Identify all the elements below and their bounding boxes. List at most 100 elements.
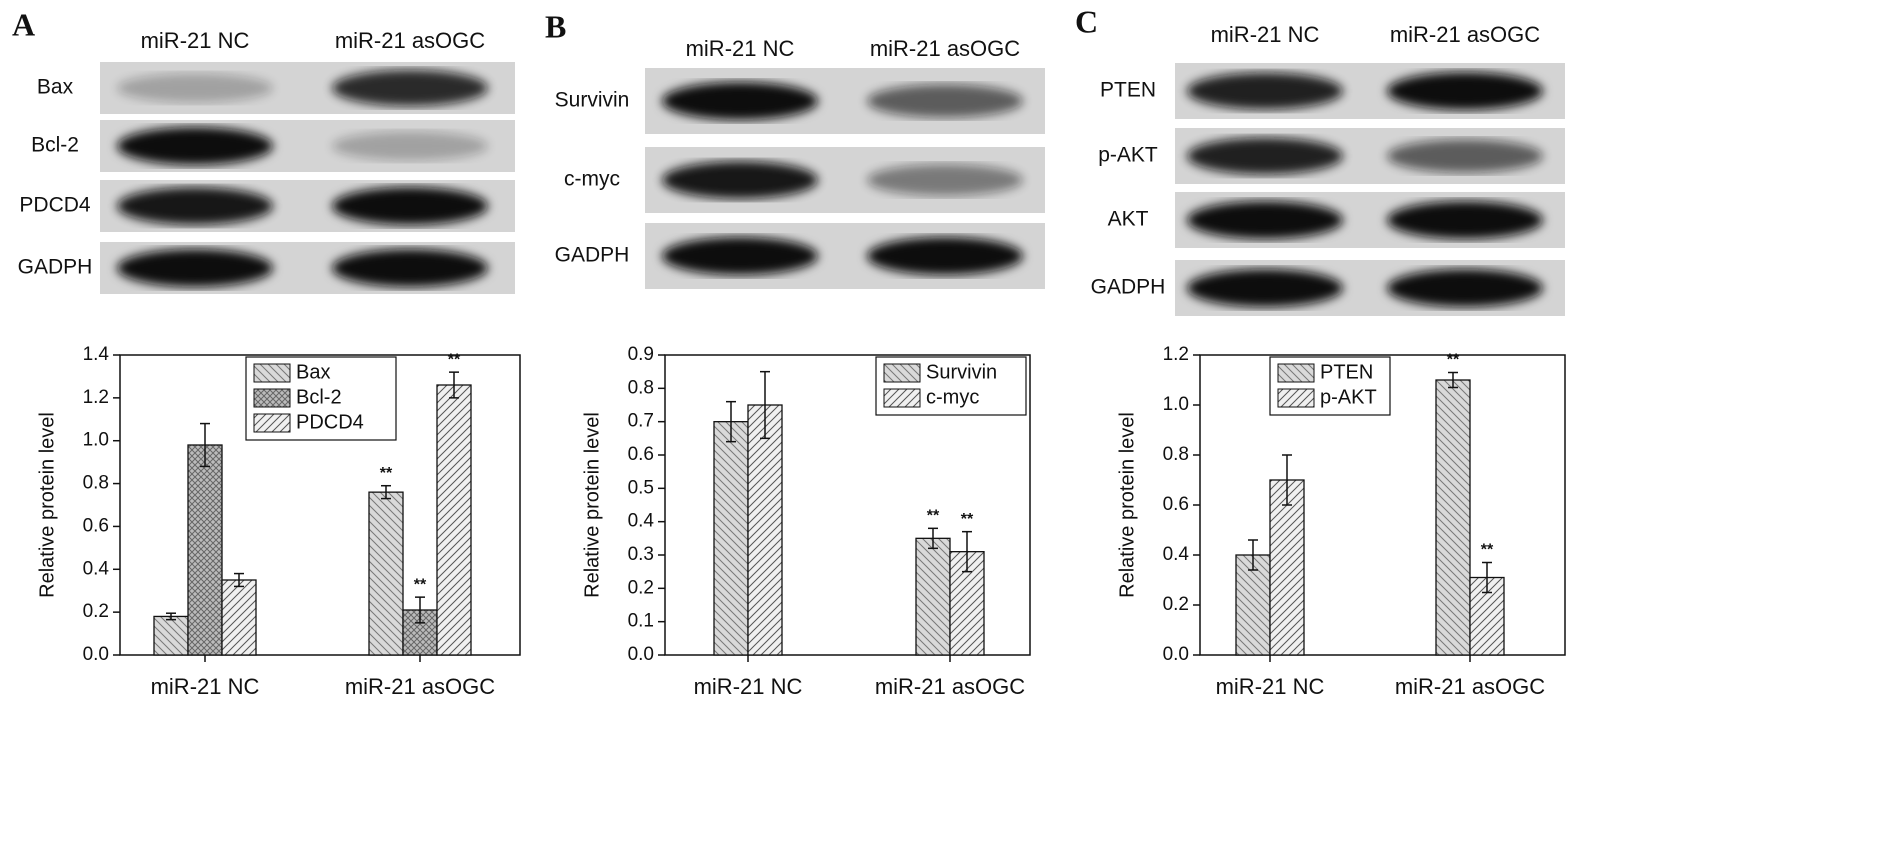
error-bar [726,400,736,443]
y-tick-label: 0.8 [628,377,654,398]
y-tick-label: 0.4 [1163,544,1190,565]
blot-band [867,164,1023,196]
blot-column-label: miR-21 NC [686,36,795,61]
y-axis-label: Relative protein level [581,412,603,598]
bar [1435,379,1471,656]
legend-swatch [883,363,921,383]
blot-band [662,237,818,275]
significance-mark: ** [1481,542,1494,559]
bar [1235,554,1271,656]
error-bar [962,530,972,573]
bar [153,615,189,656]
blot-row-label: GADPH [555,244,630,267]
error-bar [200,422,210,468]
legend-label: c-myc [926,386,979,408]
y-tick-label: 0.0 [83,644,109,665]
bar [368,491,404,656]
blot-band [117,187,273,225]
y-tick-label: 0.9 [628,344,654,365]
error-bar [1482,561,1492,594]
blot-row-label: AKT [1108,208,1149,231]
blot-band [1387,72,1543,110]
y-tick-label: 0.2 [1163,594,1189,615]
y-tick-label: 0.6 [83,515,109,536]
y-tick-label: 0.7 [628,411,654,432]
y-tick-label: 0.0 [1163,644,1189,665]
blot-band [867,237,1023,275]
x-tick-label: miR-21 asOGC [345,674,495,699]
bar [187,444,223,656]
x-tick-label: miR-21 NC [694,674,803,699]
x-tick-label: miR-21 asOGC [875,674,1025,699]
blot-row-label: PDCD4 [19,194,91,217]
bar [713,421,749,656]
significance-mark: ** [961,511,974,528]
blot-band [117,249,273,287]
blot-column-label: miR-21 NC [1211,22,1320,47]
blot-band [1187,201,1343,239]
legend-label: PTEN [1320,361,1373,383]
legend-label: Bcl-2 [296,386,342,408]
blot-band [332,69,488,107]
panel-letter: C [1075,3,1098,39]
bar [221,579,257,656]
y-tick-label: 0.0 [628,644,654,665]
bar [747,404,783,656]
plot-frame [664,354,1031,656]
panel-letter: B [545,8,566,44]
legend-swatch [253,363,291,383]
blot-band [1187,269,1343,307]
blot-band [1187,137,1343,175]
blot-band [867,84,1023,118]
panel-letter: A [12,6,35,42]
error-bar [1248,539,1258,571]
y-axis-label: Relative protein level [36,412,58,598]
significance-mark: ** [927,508,940,525]
error-bar [1282,454,1292,506]
y-tick-label: 0.6 [628,444,654,465]
legend-swatch [253,413,291,433]
error-bar [166,612,176,621]
legend-label: Bax [296,361,330,383]
blot-row-label: Survivin [555,89,630,112]
bar [436,384,472,656]
blot-band [117,73,273,103]
y-tick-label: 0.5 [628,477,654,498]
blot-row-label: p-AKT [1098,144,1158,167]
significance-mark: ** [380,465,393,482]
legend-label: Survivin [926,361,997,383]
y-tick-label: 0.2 [83,601,109,622]
blot-band [332,131,488,161]
blot-band [662,161,818,199]
y-tick-label: 0.1 [628,611,654,632]
significance-mark: ** [448,351,461,368]
blot-band [662,82,818,120]
error-bar [415,596,425,624]
blot-band [1387,201,1543,239]
y-axis-label: Relative protein level [1116,412,1138,598]
legend-swatch [883,388,921,408]
blot-row-label: GADPH [1091,276,1166,299]
blot-band [117,127,273,165]
blot-row-label: Bcl-2 [31,134,79,157]
bar [915,537,951,656]
blot-column-label: miR-21 NC [141,28,250,53]
bar [1269,479,1305,656]
blot-band [332,249,488,287]
y-tick-label: 1.4 [83,344,110,365]
legend-swatch [1277,388,1315,408]
legend-swatch [1277,363,1315,383]
y-tick-label: 1.0 [1163,394,1189,415]
y-tick-label: 0.8 [83,473,109,494]
error-bar [234,572,244,588]
error-bar [928,527,938,550]
legend-label: PDCD4 [296,411,364,433]
y-tick-label: 1.2 [83,387,109,408]
blot-band [332,187,488,225]
y-tick-label: 1.0 [83,430,109,451]
blot-column-label: miR-21 asOGC [335,28,485,53]
